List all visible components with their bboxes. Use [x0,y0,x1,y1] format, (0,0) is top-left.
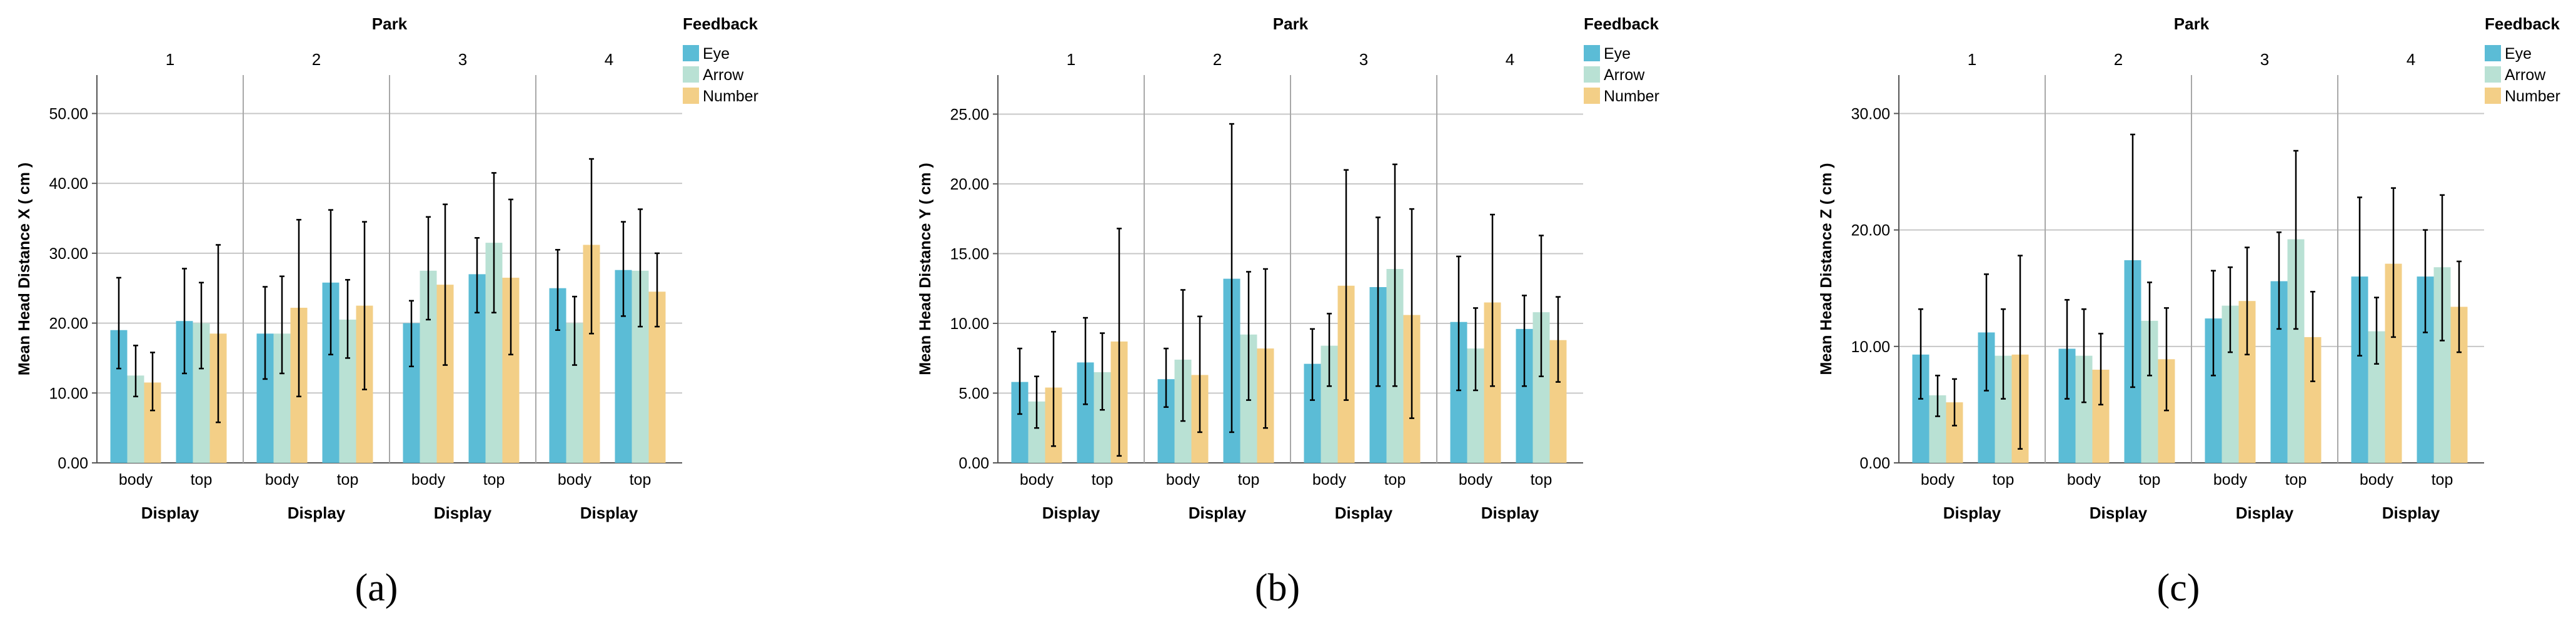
x-axis-title: Display [2090,504,2148,522]
x-tick-label: top [2285,471,2307,489]
y-tick-label: 10.00 [1851,338,1890,356]
x-tick-label: body [411,471,446,489]
x-axis-title: Display [434,504,492,522]
x-tick-label: body [119,471,153,489]
x-tick-label: body [1020,471,1054,489]
legend-label-arrow: Arrow [1604,66,1645,84]
x-axis-title: Display [2236,504,2294,522]
x-axis-title: Display [141,504,199,522]
x-axis-title: Display [2382,504,2440,522]
legend-label-arrow: Arrow [2505,66,2546,84]
x-tick-label: top [1092,471,1114,489]
chart-panel-3: 0.00 10.00 20.00 30.00 Mean Head Distance Z … [1818,14,2560,609]
legend-swatch-eye [1584,45,1600,61]
y-tick-label: 20.00 [1851,222,1890,240]
x-axis-title: Display [1042,504,1100,522]
facet-label: 3 [2260,50,2269,69]
y-tick-label: 50.00 [49,105,88,123]
facet-label: 2 [2114,50,2123,69]
x-tick-label: top [2432,471,2453,489]
facet-label: 1 [166,50,174,69]
legend-swatch-number [1584,88,1600,104]
facet-label: 2 [1213,50,1222,69]
y-axis-title: Mean Head Distance Y ( cm ) [917,163,934,375]
facet-label: 3 [458,50,467,69]
chart-panel-2: 0.00 5.00 10.00 15.00 20.00 25.00 Mean Head Di… [917,14,1659,609]
x-axis-title: Display [1481,504,1539,522]
y-tick-label: 0.00 [958,455,989,472]
legend-title: Feedback [2485,14,2560,33]
panel-label: (b) [1255,567,1300,609]
legend-label-number: Number [703,88,758,105]
x-tick-label: top [1993,471,2015,489]
x-tick-label: body [1459,471,1493,489]
x-tick-label: body [1921,471,1955,489]
legend-swatch-number [2485,88,2501,104]
x-axis-title: Display [1943,504,2001,522]
y-tick-label: 0.00 [58,455,88,472]
y-tick-label: 20.00 [950,176,989,193]
facet-label: 4 [1506,50,1514,69]
legend-swatch-arrow [2485,66,2501,83]
facet-label: 4 [605,50,613,69]
legend-label-number: Number [1604,88,1659,105]
facet-title: Park [1273,14,1309,33]
facet-label: 3 [1359,50,1368,69]
y-axis-title: Mean Head Distance X ( cm ) [16,163,33,375]
x-axis-title: Display [580,504,638,522]
x-tick-label: top [1384,471,1406,489]
facet-label: 2 [312,50,321,69]
x-tick-label: top [2139,471,2161,489]
y-tick-label: 10.00 [49,385,88,402]
x-tick-label: top [483,471,505,489]
legend-swatch-arrow [683,66,699,83]
x-tick-label: body [1312,471,1347,489]
legend-title: Feedback [1584,14,1659,33]
legend-label-eye: Eye [2505,45,2532,63]
y-tick-label: 5.00 [958,385,989,402]
y-axis-title: Mean Head Distance Z ( cm ) [1818,163,1835,375]
y-tick-label: 30.00 [49,245,88,263]
legend-label-arrow: Arrow [703,66,744,84]
x-tick-label: body [265,471,299,489]
x-tick-label: top [191,471,213,489]
facet-label: 4 [2407,50,2415,69]
panel-label: (c) [2157,567,2200,609]
x-tick-label: top [630,471,652,489]
x-tick-label: body [2360,471,2394,489]
panel-label: (a) [355,567,398,609]
x-axis-title: Display [1189,504,1247,522]
y-tick-label: 25.00 [950,106,989,123]
y-tick-label: 20.00 [49,315,88,333]
legend-label-eye: Eye [703,45,730,63]
x-tick-label: top [337,471,359,489]
facet-label: 1 [1067,50,1075,69]
x-tick-label: body [1166,471,1200,489]
x-tick-label: body [2213,471,2248,489]
facet-label: 1 [1968,50,1976,69]
y-tick-label: 40.00 [49,175,88,193]
facet-title: Park [372,14,408,33]
y-tick-label: 30.00 [1851,105,1890,123]
chart-panel-1: 0.00 10.00 20.00 30.00 40.00 50.00 Mean Head D… [16,14,758,609]
legend-swatch-eye [683,45,699,61]
x-tick-label: top [1531,471,1552,489]
legend-swatch-number [683,88,699,104]
legend-label-eye: Eye [1604,45,1631,63]
y-tick-label: 0.00 [1859,455,1890,472]
legend-swatch-eye [2485,45,2501,61]
y-tick-label: 10.00 [950,315,989,333]
x-axis-title: Display [288,504,346,522]
x-tick-label: top [1238,471,1260,489]
legend-swatch-arrow [1584,66,1600,83]
x-axis-title: Display [1335,504,1393,522]
legend-title: Feedback [683,14,758,33]
legend-label-number: Number [2505,88,2560,105]
x-tick-label: body [558,471,592,489]
x-tick-label: body [2067,471,2101,489]
facet-title: Park [2174,14,2210,33]
y-tick-label: 15.00 [950,245,989,263]
